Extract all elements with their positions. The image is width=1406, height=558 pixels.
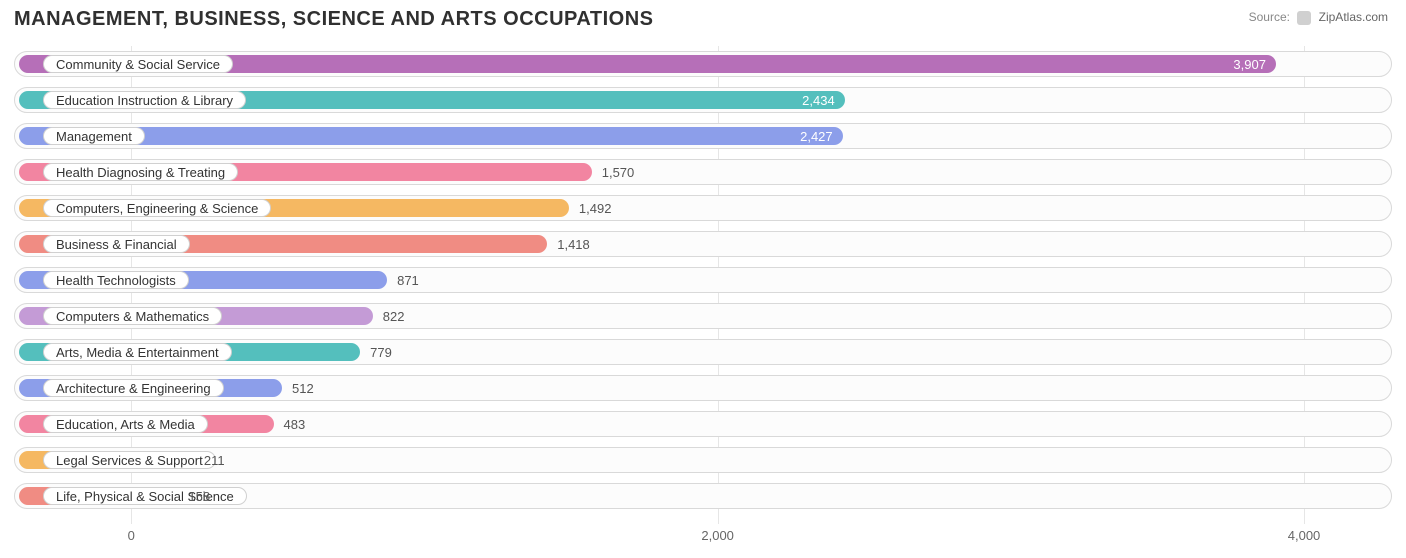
category-label: Architecture & Engineering: [43, 379, 224, 397]
value-label: 822: [383, 304, 405, 328]
bar-track: Business & Financial 1,418: [14, 231, 1392, 257]
chart-area: Community & Social Service 3,907 Education…: [14, 46, 1392, 524]
value-label: 1,418: [557, 232, 590, 256]
bar-track: Health Diagnosing & Treating 1,570: [14, 159, 1392, 185]
bar-track: Arts, Media & Entertainment 779: [14, 339, 1392, 365]
bar-row: Management 2,427: [14, 118, 1392, 154]
bar-track: Community & Social Service 3,907: [14, 51, 1392, 77]
source-logo-icon: [1297, 11, 1311, 25]
value-label: 1,570: [602, 160, 635, 184]
category-label: Education, Arts & Media: [43, 415, 208, 433]
bar-track: Architecture & Engineering 512: [14, 375, 1392, 401]
value-label: 3,907: [1233, 52, 1266, 76]
category-label: Business & Financial: [43, 235, 190, 253]
value-label: 2,427: [800, 124, 833, 148]
bar-row: Life, Physical & Social Science158: [14, 478, 1392, 514]
bar-row: Community & Social Service 3,907: [14, 46, 1392, 82]
bar-track: Computers & Mathematics 822: [14, 303, 1392, 329]
bar-track: Computers, Engineering & Science 1,492: [14, 195, 1392, 221]
bar-row: Health Diagnosing & Treating 1,570: [14, 154, 1392, 190]
x-axis: 0 2,000 4,000: [14, 528, 1392, 548]
value-label: 871: [397, 268, 419, 292]
category-label: Legal Services & Support: [43, 451, 216, 469]
category-label: Education Instruction & Library: [43, 91, 246, 109]
bar-row: Education, Arts & Media 483: [14, 406, 1392, 442]
category-label: Arts, Media & Entertainment: [43, 343, 232, 361]
bar-track: Health Technologists 871: [14, 267, 1392, 293]
bar-row: Business & Financial 1,418: [14, 226, 1392, 262]
bar-row: Architecture & Engineering 512: [14, 370, 1392, 406]
value-label: 2,434: [802, 88, 835, 112]
axis-tick: 4,000: [1288, 528, 1321, 543]
bar-track: Management 2,427: [14, 123, 1392, 149]
bar-row: Health Technologists 871: [14, 262, 1392, 298]
value-label: 779: [370, 340, 392, 364]
category-label: Computers & Mathematics: [43, 307, 222, 325]
value-label: 483: [284, 412, 306, 436]
bar-row: Education Instruction & Library 2,434: [14, 82, 1392, 118]
category-label: Life, Physical & Social Science: [43, 487, 247, 505]
category-label: Community & Social Service: [43, 55, 233, 73]
value-label: 158: [188, 484, 210, 508]
bar-track: Education, Arts & Media 483: [14, 411, 1392, 437]
bar-rows: Community & Social Service 3,907 Education…: [14, 46, 1392, 514]
category-label: Health Diagnosing & Treating: [43, 163, 238, 181]
bar-track: Education Instruction & Library 2,434: [14, 87, 1392, 113]
category-label: Health Technologists: [43, 271, 189, 289]
value-label: 1,492: [579, 196, 612, 220]
bar-row: Computers, Engineering & Science 1,492: [14, 190, 1392, 226]
bar-row: Arts, Media & Entertainment 779: [14, 334, 1392, 370]
bar-row: Computers & Mathematics 822: [14, 298, 1392, 334]
category-label: Management: [43, 127, 145, 145]
category-label: Computers, Engineering & Science: [43, 199, 271, 217]
value-label: 211: [204, 448, 225, 472]
source-name: ZipAtlas.com: [1319, 10, 1388, 24]
value-label: 512: [292, 376, 314, 400]
bar-track: Legal Services & Support211: [14, 447, 1392, 473]
source-label: Source:: [1249, 10, 1290, 24]
source-attribution: Source: ZipAtlas.com: [1249, 10, 1388, 25]
bar-track: Life, Physical & Social Science158: [14, 483, 1392, 509]
bar-row: Legal Services & Support211: [14, 442, 1392, 478]
axis-tick: 0: [128, 528, 135, 543]
axis-tick: 2,000: [701, 528, 734, 543]
page-title: MANAGEMENT, BUSINESS, SCIENCE AND ARTS O…: [14, 8, 653, 31]
